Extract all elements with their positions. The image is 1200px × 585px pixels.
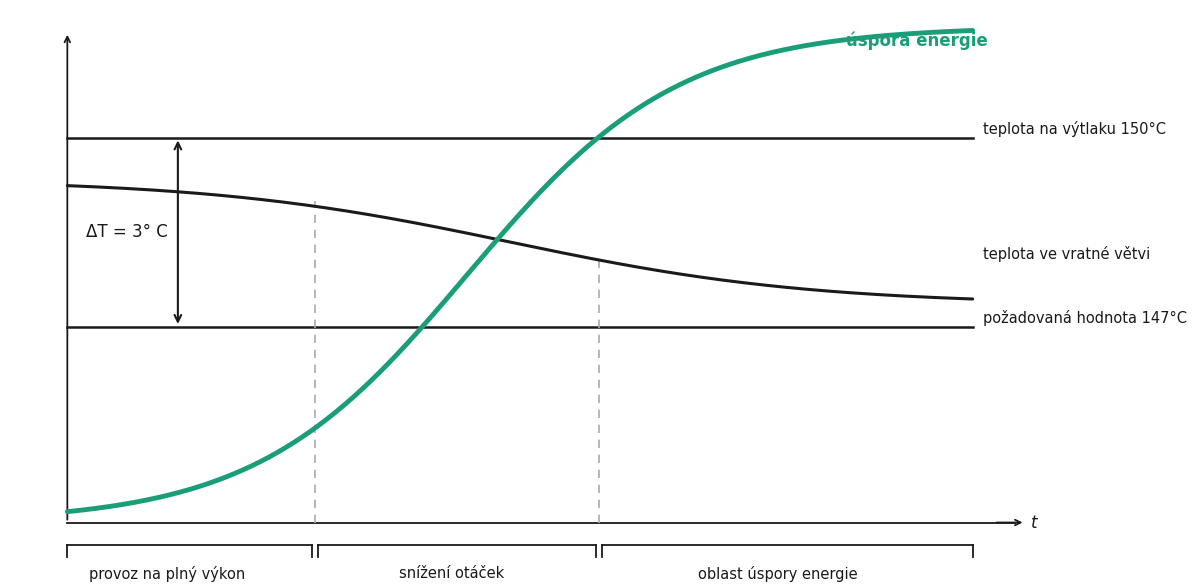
Text: teplota ve vratné větvi: teplota ve vratné větvi — [983, 246, 1151, 263]
Text: t: t — [1031, 514, 1037, 532]
Text: teplota na výtlaku 150°C: teplota na výtlaku 150°C — [983, 121, 1166, 137]
Text: snížení otáček: snížení otáček — [398, 566, 504, 581]
Text: ΔT = 3° C: ΔT = 3° C — [85, 223, 167, 241]
Text: oblast úspory energie: oblast úspory energie — [698, 566, 858, 582]
Text: úspora energie: úspora energie — [846, 31, 988, 50]
Text: požadovaná hodnota 147°C: požadovaná hodnota 147°C — [983, 310, 1187, 326]
Text: provoz na plný výkon: provoz na plný výkon — [89, 566, 246, 582]
